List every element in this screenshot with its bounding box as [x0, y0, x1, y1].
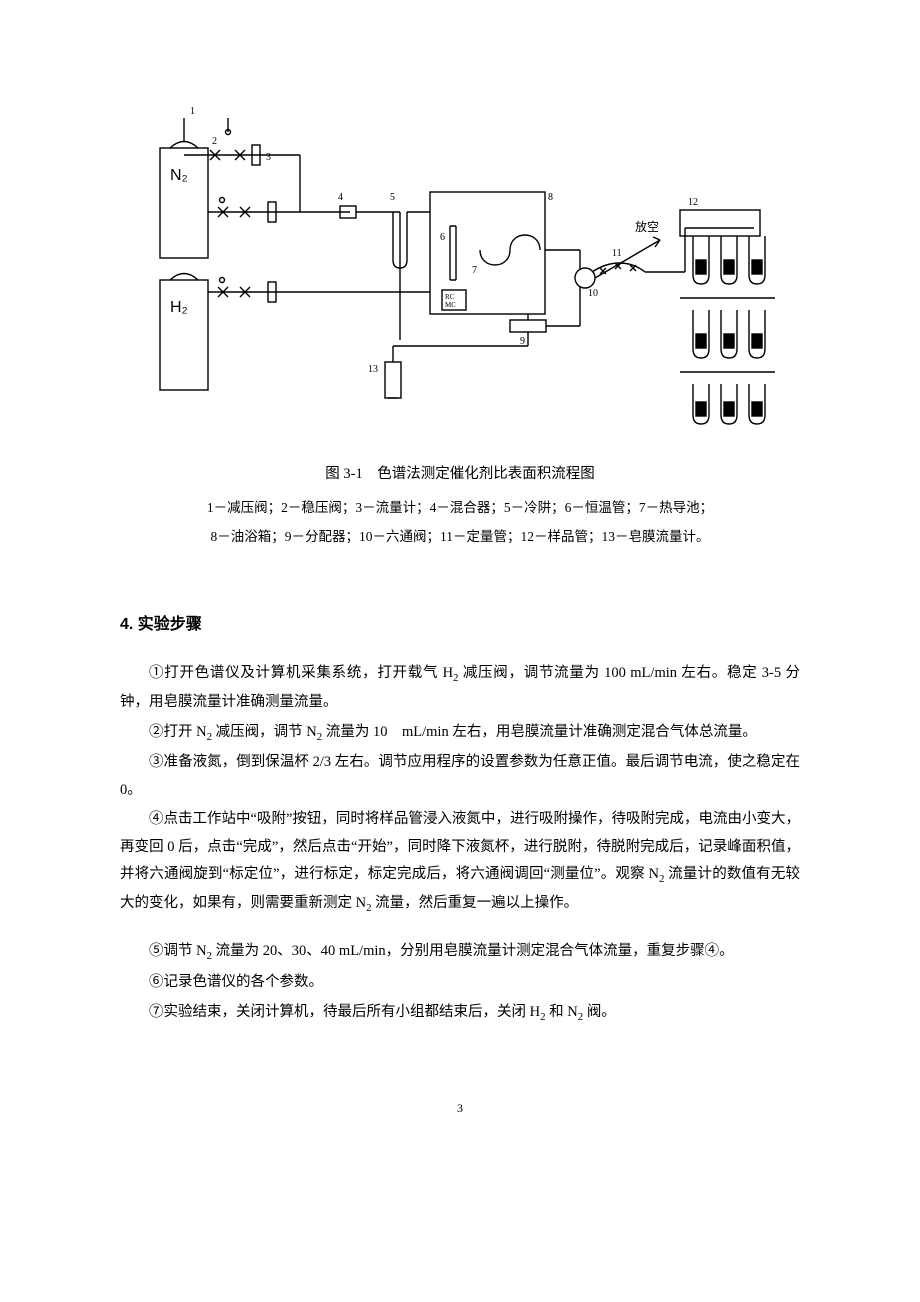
svg-text:7: 7: [472, 265, 477, 276]
svg-text:放空: 放空: [635, 219, 659, 234]
svg-text:MC: MC: [445, 301, 456, 309]
step-4: ④点击工作站中“吸附”按钮，同时将样品管浸入液氮中，进行吸附操作，待吸附完成，电…: [120, 806, 800, 918]
step-2-a: ②打开 N: [149, 724, 207, 740]
svg-text:6: 6: [440, 232, 445, 243]
step-1-a: ①打开色谱仪及计算机采集系统，打开载气 H: [149, 665, 453, 681]
step-6: ⑥记录色谱仪的各个参数。: [120, 969, 800, 997]
svg-text:N₂: N₂: [170, 167, 188, 184]
spacer: [120, 920, 800, 938]
svg-text:8: 8: [548, 192, 553, 203]
step-5-a: ⑤调节 N: [149, 943, 207, 959]
svg-text:H₂: H₂: [170, 299, 188, 316]
svg-text:1: 1: [190, 106, 195, 117]
step-2-b: 减压阀，调节 N: [212, 724, 317, 740]
page-number: 3: [120, 1097, 800, 1120]
step-2: ②打开 N2 减压阀，调节 N2 流量为 10 mL/min 左右，用皂膜流量计…: [120, 719, 800, 748]
step-5-b: 流量为 20、30、40 mL/min，分别用皂膜流量计测定混合气体流量，重复步…: [212, 943, 734, 959]
step-7-a: ⑦实验结束，关闭计算机，待最后所有小组都结束后，关闭 H: [149, 1004, 540, 1020]
step-2-c: 流量为 10 mL/min 左右，用皂膜流量计准确测定混合气体总流量。: [322, 724, 757, 740]
step-1: ①打开色谱仪及计算机采集系统，打开载气 H2 减压阀，调节流量为 100 mL/…: [120, 660, 800, 716]
svg-text:12: 12: [688, 197, 698, 208]
svg-text:4: 4: [338, 192, 343, 203]
step-5: ⑤调节 N2 流量为 20、30、40 mL/min，分别用皂膜流量计测定混合气…: [120, 938, 800, 967]
svg-text:3: 3: [266, 152, 271, 163]
diagram-svg: N₂ H₂ 1 2 3 4: [140, 100, 780, 430]
svg-text:2: 2: [212, 136, 217, 147]
flow-diagram: N₂ H₂ 1 2 3 4: [120, 100, 800, 441]
step-7-b: 和 N: [546, 1004, 578, 1020]
step-3: ③准备液氮，倒到保温杯 2/3 左右。调节应用程序的设置参数为任意正值。最后调节…: [120, 749, 800, 804]
figure-legend-1: 1－减压阀；2－稳压阀；3－流量计；4－混合器；5－冷阱；6－恒温管；7－热导池…: [120, 494, 800, 521]
step-4-c: 流量，然后重复一遍以上操作。: [372, 895, 579, 911]
svg-text:11: 11: [612, 248, 622, 259]
step-7-c: 阀。: [583, 1004, 616, 1020]
svg-text:5: 5: [390, 192, 395, 203]
step-7: ⑦实验结束，关闭计算机，待最后所有小组都结束后，关闭 H2 和 N2 阀。: [120, 999, 800, 1028]
svg-text:10: 10: [588, 288, 598, 299]
svg-text:RC: RC: [445, 293, 455, 301]
section-heading: 4. 实验步骤: [120, 610, 800, 640]
figure-caption: 图 3-1 色谱法测定催化剂比表面积流程图: [120, 461, 800, 489]
svg-text:13: 13: [368, 364, 378, 375]
figure-legend-2: 8－油浴箱；9－分配器；10－六通阀；11－定量管；12－样品管；13－皂膜流量…: [120, 523, 800, 550]
